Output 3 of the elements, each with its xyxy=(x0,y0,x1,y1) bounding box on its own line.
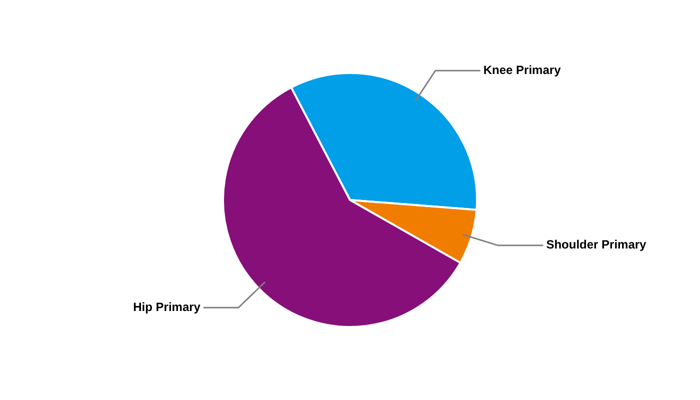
slice-label: Hip Primary xyxy=(133,300,201,314)
slice-label: Shoulder Primary xyxy=(546,238,647,252)
slice-label: Knee Primary xyxy=(483,62,562,77)
